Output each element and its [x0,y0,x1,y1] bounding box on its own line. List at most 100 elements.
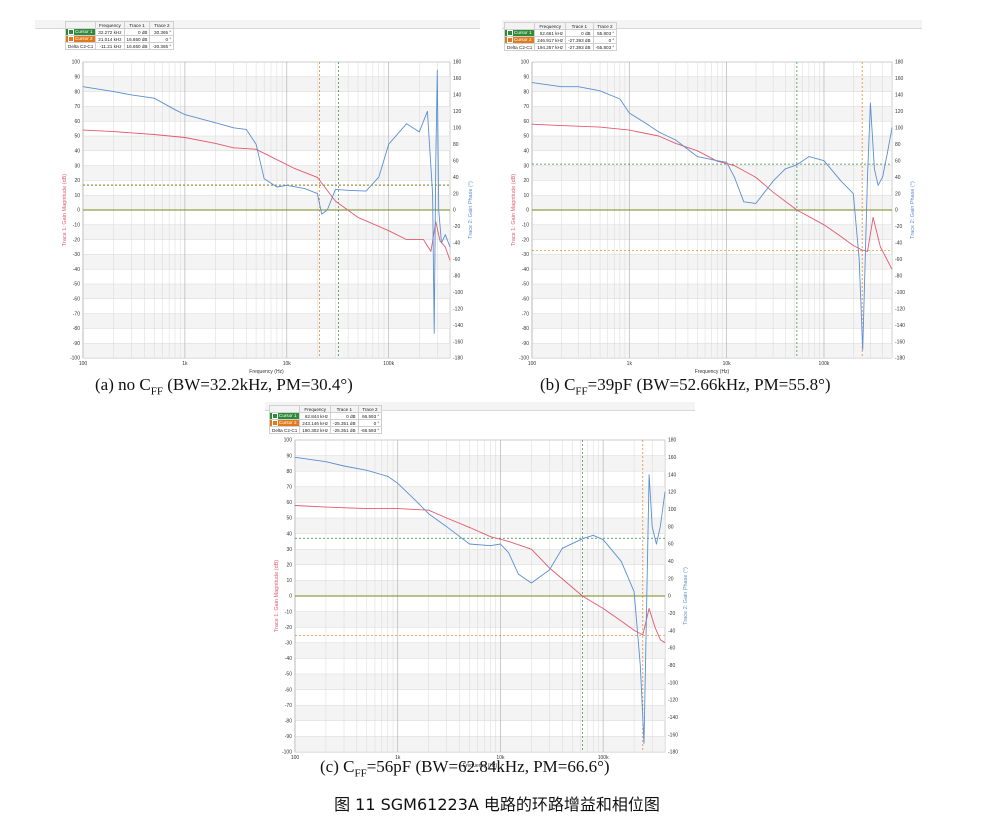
y2-tick-label: 180 [895,60,904,66]
phase-point [397,482,399,484]
gain-point [642,634,644,636]
phase-point [852,193,854,194]
gain-point [582,595,583,597]
phase-point [549,569,550,571]
grid-band [295,642,665,659]
y2-tick-label: 0 [668,594,671,600]
table-cell: 21.014 kHz [95,35,125,43]
gain-point [423,239,424,240]
y-tick-label: 60 [286,500,292,506]
phase-point [772,180,774,182]
phase-point [697,156,698,157]
y2-tick-label: -160 [668,732,678,738]
gain-point [872,217,874,218]
y-tick-label: 80 [74,89,80,95]
y-tick-label: 20 [74,178,80,184]
gain-point [428,509,429,511]
grid-band [83,313,450,329]
phase-point [796,164,798,166]
checkbox-icon [507,37,513,43]
phase-point [620,560,622,562]
checkbox-icon [272,420,278,426]
gain-point [861,249,863,251]
y-tick-label: 90 [286,453,292,459]
phase-point [469,543,470,545]
checkbox-icon [507,30,513,36]
x-tick-label: 100 [79,361,88,367]
phase-point [560,86,562,88]
gain-point [531,123,533,125]
gain-point [755,177,757,178]
gain-point [233,147,234,149]
grid-band [295,736,665,752]
table-cell: -25.351 dB [330,419,359,427]
gain-point [325,506,327,508]
phase-point [602,539,604,541]
gain-point [880,246,881,248]
chart-panel-b: Frequency Trace 1 Trace 2 Cursor 1 52.661 kH… [502,20,922,375]
y2-tick-label: 180 [668,438,677,444]
table-header-cell: Trace 1 [330,405,359,413]
gain-point [852,245,854,246]
phase-point [427,110,428,112]
gain-point [602,608,604,609]
y-tick-label: 0 [77,208,80,214]
gain-point [388,230,390,232]
phase-point [438,209,440,211]
gain-point [294,505,296,506]
x-tick-label: 1k [395,755,401,761]
grid-band [295,611,665,628]
bode-plot: -100 -90 -80 -70 -60 -50 -40 -30 -20 -10 0 10 20 30 40… [267,436,695,770]
phase-point [531,582,532,584]
y2-tick-label: 40 [668,559,674,565]
bode-plot-svg: -100-90-80-70-60-50-40-30-20-10010203040… [274,438,689,769]
grid-band [295,674,665,690]
gain-point [508,541,509,542]
table-row: Cursor 2 21.014 kHz 16.650 dB 0 ° [64,35,175,43]
phase-point [347,189,349,191]
y-tick-label: -70 [285,703,292,709]
table-header-cell: Trace 2 [357,405,383,413]
table-cell: 66.593 ° [357,412,383,420]
grid-band [532,254,892,270]
grid-band [83,224,450,240]
table-cell: 243.146 kHz [299,419,332,427]
y2-axis-label: Trace 2: Gain Phase (°) [468,181,474,239]
y-tick-label: 80 [523,89,529,95]
table-header-row: Frequency Trace 1 Trace 2 [268,405,383,413]
y2-tick-label: 100 [668,507,677,513]
phase-point [113,91,115,92]
y-tick-label: 90 [74,75,80,81]
y-tick-label: 20 [286,563,292,569]
y-tick-label: -30 [73,252,80,258]
row-label-cell: Cursor 1 [503,29,536,37]
y-axis-label: Trace 1: Gain Magnitude (dB) [274,560,280,632]
y2-tick-label: 20 [668,576,674,582]
row-label: Cursor 2 [279,420,297,426]
table-header-cell [268,405,301,413]
gain-point [620,620,622,622]
gain-point [654,626,656,628]
phase-point [508,552,509,554]
y-axis-label: Trace 1: Gain Magnitude (dB) [511,174,517,246]
phase-point [582,538,583,540]
gain-point [335,200,336,202]
y2-tick-label: 80 [895,142,901,148]
x-tick-label: 10k [283,361,292,367]
y2-tick-label: -180 [453,356,463,362]
gain-point [294,168,296,169]
phase-point [561,547,563,549]
phase-point [518,573,519,575]
gain-point [490,536,491,538]
gain-point [276,159,278,161]
gain-point [397,508,399,509]
phase-point [858,258,860,260]
grid-band [83,165,450,181]
grid-band [532,136,892,151]
y2-tick-label: 180 [453,60,462,66]
phase-point [321,213,323,215]
y-tick-label: 40 [523,149,529,155]
grid-band [295,518,665,534]
phase-point [444,234,446,236]
y2-tick-label: -180 [668,750,678,756]
